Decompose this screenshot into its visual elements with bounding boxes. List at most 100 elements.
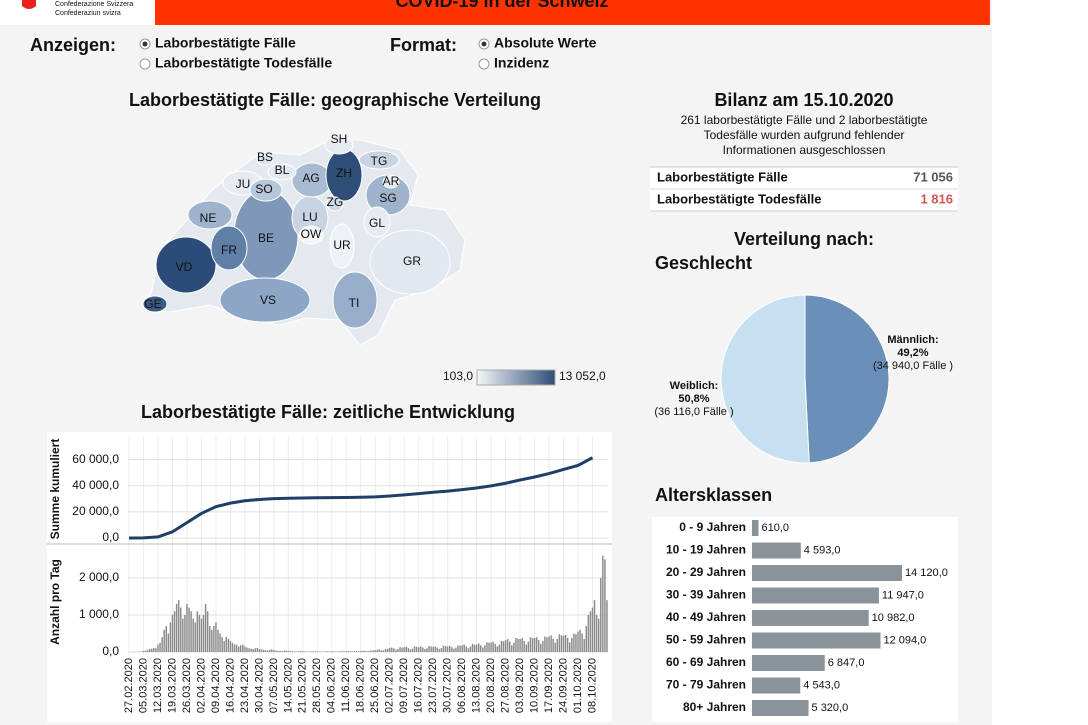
radio-label[interactable]: Laborbestätigte Todesfälle xyxy=(155,55,332,71)
summary-value: 71 056 xyxy=(913,169,953,184)
canton[interactable] xyxy=(332,271,378,329)
daily-bar xyxy=(293,651,296,652)
daily-bar xyxy=(533,637,536,652)
daily-bar xyxy=(374,650,376,652)
daily-bar xyxy=(188,607,190,652)
age-label: 80+ Jahren xyxy=(683,700,746,714)
canton[interactable] xyxy=(358,150,400,170)
daily-bar xyxy=(376,649,379,652)
radio-label[interactable]: Absolute Werte xyxy=(494,35,597,51)
age-value-label: 610,0 xyxy=(761,522,789,534)
daily-bar xyxy=(389,647,391,652)
daily-bar xyxy=(184,614,186,652)
age-label: 60 - 69 Jahren xyxy=(666,655,746,669)
daily-bar xyxy=(281,651,283,652)
canton[interactable] xyxy=(363,206,391,238)
canton[interactable] xyxy=(142,295,168,313)
control-label: Format: xyxy=(390,35,457,55)
daily-bar xyxy=(546,637,548,652)
daily-bar xyxy=(169,622,172,652)
canton[interactable] xyxy=(219,277,311,323)
age-bar[interactable] xyxy=(752,565,903,581)
daily-bar xyxy=(473,644,476,652)
canton[interactable] xyxy=(298,225,324,245)
age-bar[interactable] xyxy=(752,542,801,559)
age-bar[interactable] xyxy=(752,632,881,649)
daily-bar xyxy=(424,649,426,652)
radio-label[interactable]: Laborbestätigte Fälle xyxy=(155,35,296,51)
daily-bar xyxy=(527,641,530,652)
daily-bar xyxy=(407,647,410,652)
daily-bar xyxy=(225,637,227,652)
age-bar[interactable] xyxy=(752,610,869,626)
logo-text: Confederaziun svizra xyxy=(55,10,121,17)
daily-bar xyxy=(331,651,333,652)
x-tick-label: 04.06.2020 xyxy=(326,658,338,713)
daily-bar xyxy=(430,646,432,652)
radio-label[interactable]: Inzidenz xyxy=(494,55,549,71)
daily-bar xyxy=(252,649,254,652)
age-bar[interactable] xyxy=(752,520,759,536)
canton[interactable] xyxy=(187,200,233,230)
canton[interactable] xyxy=(267,163,297,181)
daily-bar xyxy=(312,651,314,652)
canton[interactable] xyxy=(210,225,248,271)
header-title: COVID-19 in der Schweiz xyxy=(395,0,608,11)
canton[interactable] xyxy=(155,236,217,294)
age-bar[interactable] xyxy=(752,677,801,694)
canton-label: FR xyxy=(221,243,237,257)
age-bar[interactable] xyxy=(752,700,809,716)
radio-button[interactable] xyxy=(139,58,151,70)
daily-bar xyxy=(231,642,234,652)
colorbar-label: 13 052,0 xyxy=(559,369,606,383)
age-bar[interactable] xyxy=(752,655,825,671)
pie-slice[interactable] xyxy=(720,294,810,464)
x-tick-label: 23.07.2020 xyxy=(427,658,439,713)
x-tick-label: 26.03.2020 xyxy=(181,658,193,713)
x-tick-label: 28.05.2020 xyxy=(311,658,323,713)
daily-bar xyxy=(575,634,577,652)
daily-bar xyxy=(368,650,370,652)
x-tick-label: 17.09.2020 xyxy=(543,658,555,713)
canton-label: SG xyxy=(379,191,396,205)
daily-bar xyxy=(593,600,596,652)
daily-bar xyxy=(477,643,480,652)
daily-bar xyxy=(271,649,273,652)
daily-bar xyxy=(175,603,178,652)
daily-bar xyxy=(589,611,592,652)
canton[interactable] xyxy=(369,229,451,295)
daily-bar xyxy=(449,646,451,652)
daily-bar xyxy=(157,644,159,652)
x-tick-label: 30.04.2020 xyxy=(253,658,265,713)
pie-slice[interactable] xyxy=(804,294,890,464)
daily-bar xyxy=(486,642,488,652)
canton[interactable] xyxy=(324,135,354,155)
canton[interactable] xyxy=(329,223,355,269)
x-tick-label: 21.05.2020 xyxy=(297,658,309,713)
daily-bar xyxy=(444,646,447,652)
daily-bar xyxy=(511,645,513,652)
daily-bar xyxy=(362,650,364,652)
daily-bar xyxy=(326,651,329,652)
x-tick-label: 08.10.2020 xyxy=(586,658,598,713)
canton[interactable] xyxy=(256,154,274,166)
x-tick-label: 06.08.2020 xyxy=(456,658,468,713)
radio-button[interactable] xyxy=(478,58,490,70)
canton-label: TI xyxy=(349,296,360,310)
canton[interactable] xyxy=(326,196,344,212)
canton[interactable] xyxy=(382,175,400,189)
daily-bar xyxy=(600,577,602,652)
age-bar[interactable] xyxy=(752,587,879,604)
daily-bar xyxy=(297,651,300,652)
daily-bar xyxy=(573,633,575,652)
x-tick-label: 09.04.2020 xyxy=(210,658,222,713)
daily-bar xyxy=(196,611,199,652)
daily-bar xyxy=(192,618,194,652)
daily-bar xyxy=(151,648,153,652)
daily-bar xyxy=(583,639,585,652)
canton[interactable] xyxy=(249,178,283,202)
daily-bar xyxy=(554,642,556,652)
daily-bar xyxy=(432,646,434,652)
daily-bar xyxy=(537,640,540,652)
daily-bar xyxy=(451,647,453,652)
